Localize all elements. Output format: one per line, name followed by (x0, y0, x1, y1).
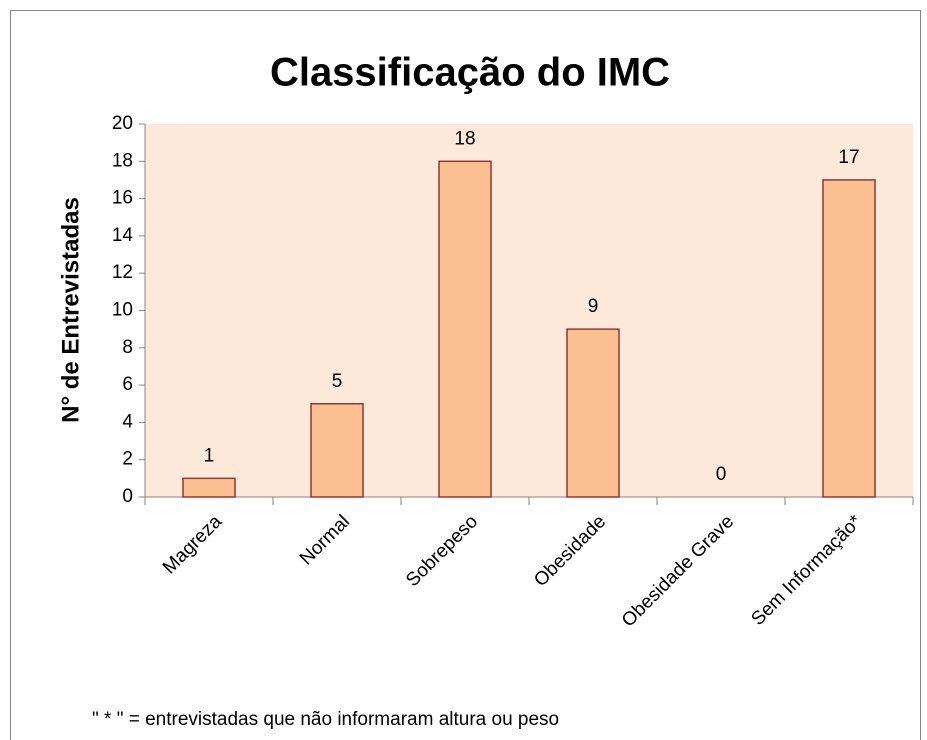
y-axis-label: N° de Entrevistadas (57, 197, 84, 423)
y-tick-label: 8 (122, 337, 133, 358)
y-tick-label: 4 (122, 411, 133, 432)
data-label: 18 (454, 128, 475, 149)
bar (310, 403, 364, 498)
y-tick-label: 12 (112, 262, 133, 283)
y-tick-label: 2 (122, 449, 133, 470)
bar (182, 477, 236, 498)
data-label: 9 (588, 296, 599, 317)
y-tick-label: 14 (112, 225, 134, 246)
chart-title: Classificação do IMC (270, 51, 670, 95)
y-tick-label: 0 (122, 486, 133, 507)
data-label: 5 (332, 371, 343, 392)
data-label: 17 (838, 147, 859, 168)
data-label: 0 (716, 464, 727, 485)
y-tick-label: 20 (112, 113, 133, 134)
y-tick-label: 10 (112, 300, 133, 321)
bar (438, 160, 492, 498)
y-tick-label: 18 (112, 150, 133, 171)
plot-area (145, 124, 913, 497)
bar (822, 179, 876, 498)
bar (566, 328, 620, 498)
data-label: 1 (204, 445, 215, 466)
footnote: " * " = entrevistadas que não informaram… (92, 709, 559, 730)
y-tick-label: 16 (112, 188, 133, 209)
y-tick-label: 6 (122, 374, 133, 395)
